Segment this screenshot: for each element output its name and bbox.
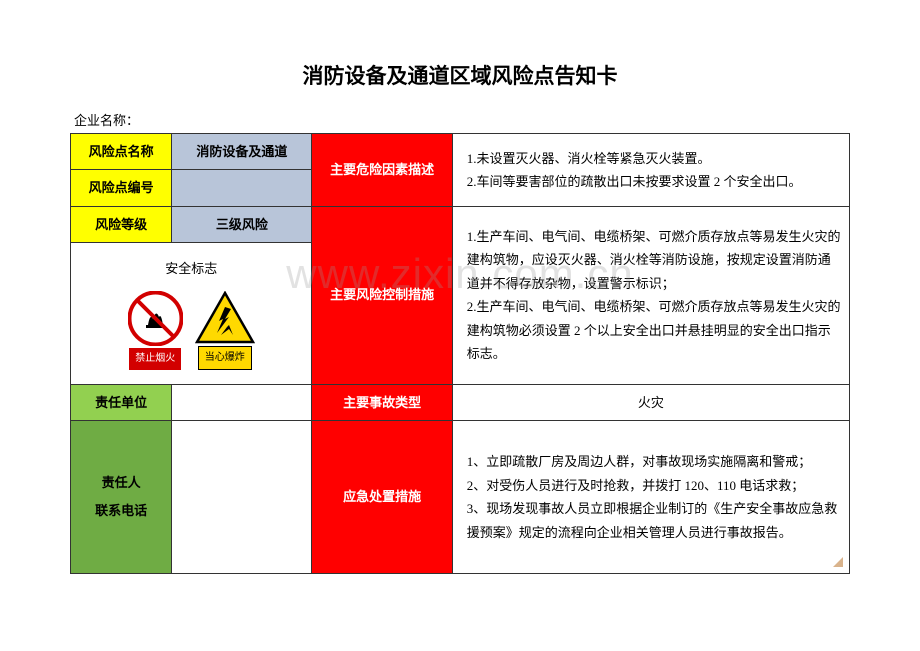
- safety-signs-title: 安全标志: [79, 257, 303, 280]
- cell-responsible-unit-label: 责任单位: [71, 384, 172, 420]
- cell-risk-level-label: 风险等级: [71, 206, 172, 242]
- sign-no-fire: 禁止烟火: [128, 291, 183, 370]
- cell-responsible-person-label: 责任人 联系电话: [71, 420, 172, 573]
- company-label: 企业名称：: [70, 110, 850, 129]
- risk-table: 风险点名称 消防设备及通道 主要危险因素描述 1.未设置灭火器、消火栓等紧急灭火…: [70, 133, 850, 574]
- cell-accident-type-label: 主要事故类型: [312, 384, 452, 420]
- cell-accident-type-value: 火灾: [452, 384, 849, 420]
- cell-control-measures-label: 主要风险控制措施: [312, 206, 452, 384]
- cell-emergency-text: 1、立即疏散厂房及周边人群，对事故现场实施隔离和警戒； 2、对受伤人员进行及时抢…: [467, 454, 838, 539]
- sign-no-fire-label: 禁止烟火: [129, 348, 181, 370]
- cell-hazard-desc-value: 1.未设置灭火器、消火栓等紧急灭火装置。 2.车间等要害部位的疏散出口未按要求设…: [452, 134, 849, 207]
- cell-emergency-value: 1、立即疏散厂房及周边人群，对事故现场实施隔离和警戒； 2、对受伤人员进行及时抢…: [452, 420, 849, 573]
- cell-risk-name-label: 风险点名称: [71, 134, 172, 170]
- no-fire-icon: [128, 291, 183, 346]
- sign-explosion-label: 当心爆炸: [198, 346, 252, 370]
- cell-risk-code-value: [172, 170, 312, 206]
- table-row: 责任单位 主要事故类型 火灾: [71, 384, 850, 420]
- cell-emergency-label: 应急处置措施: [312, 420, 452, 573]
- page-title: 消防设备及通道区域风险点告知卡: [70, 60, 850, 90]
- table-row: 风险等级 三级风险 主要风险控制措施 1.生产车间、电气间、电缆桥架、可燃介质存…: [71, 206, 850, 242]
- explosion-icon: [195, 291, 255, 344]
- cell-risk-code-label: 风险点编号: [71, 170, 172, 206]
- safety-signs-container: 禁止烟火 当心爆炸: [79, 291, 303, 370]
- table-row: 责任人 联系电话 应急处置措施 1、立即疏散厂房及周边人群，对事故现场实施隔离和…: [71, 420, 850, 573]
- cell-responsible-unit-value: [172, 384, 312, 420]
- cell-safety-signs: 安全标志 禁止烟火 当心爆炸: [71, 243, 312, 384]
- table-row: 风险点名称 消防设备及通道 主要危险因素描述 1.未设置灭火器、消火栓等紧急灭火…: [71, 134, 850, 170]
- cell-hazard-desc-label: 主要危险因素描述: [312, 134, 452, 207]
- cell-control-measures-value: 1.生产车间、电气间、电缆桥架、可燃介质存放点等易发生火灾的建构筑物，应设灭火器…: [452, 206, 849, 384]
- cell-risk-level-value: 三级风险: [172, 206, 312, 242]
- corner-marker-icon: [833, 557, 843, 567]
- sign-explosion: 当心爆炸: [195, 291, 255, 370]
- cell-risk-name-value: 消防设备及通道: [172, 134, 312, 170]
- cell-responsible-person-value: [172, 420, 312, 573]
